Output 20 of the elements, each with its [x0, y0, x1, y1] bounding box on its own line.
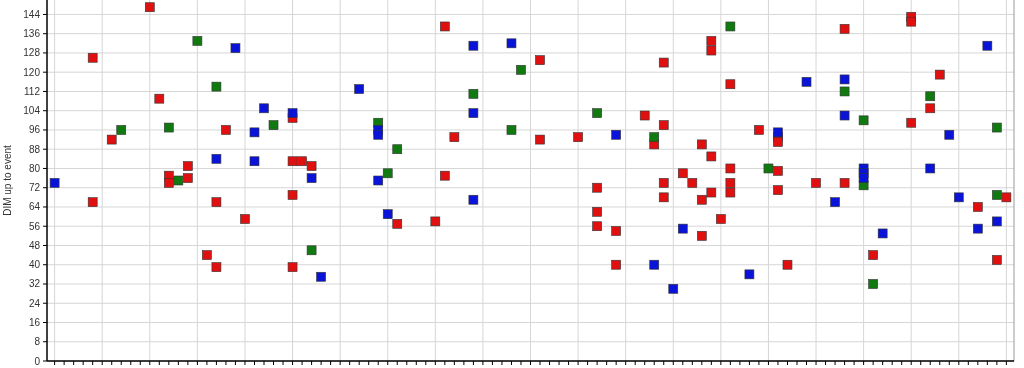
y-tick-label: 72	[28, 182, 41, 194]
y-tick-label: 128	[23, 47, 41, 59]
y-tick-label: 8	[34, 336, 41, 348]
y-tick-label: 56	[28, 220, 41, 232]
y-tick-label: 24	[28, 297, 41, 309]
y-tick-label: 112	[24, 85, 41, 97]
y-axis-title: DIM up to event	[2, 144, 13, 216]
y-tick-label: 80	[28, 162, 41, 174]
y-tick-label: 64	[28, 201, 41, 213]
y-tick-label: 32	[28, 278, 41, 290]
y-tick-label: 0	[34, 355, 41, 367]
y-tick-label: 96	[28, 124, 41, 136]
y-tick-label: 16	[28, 316, 41, 328]
y-tick-label: 88	[28, 143, 41, 155]
y-tick-label: 120	[23, 66, 41, 78]
y-tick-label: 104	[23, 105, 41, 117]
y-tick-label: 40	[28, 259, 41, 271]
y-tick-label: 144	[23, 8, 41, 20]
y-tick-label: 48	[28, 239, 41, 251]
y-tick-label: 136	[23, 28, 41, 40]
